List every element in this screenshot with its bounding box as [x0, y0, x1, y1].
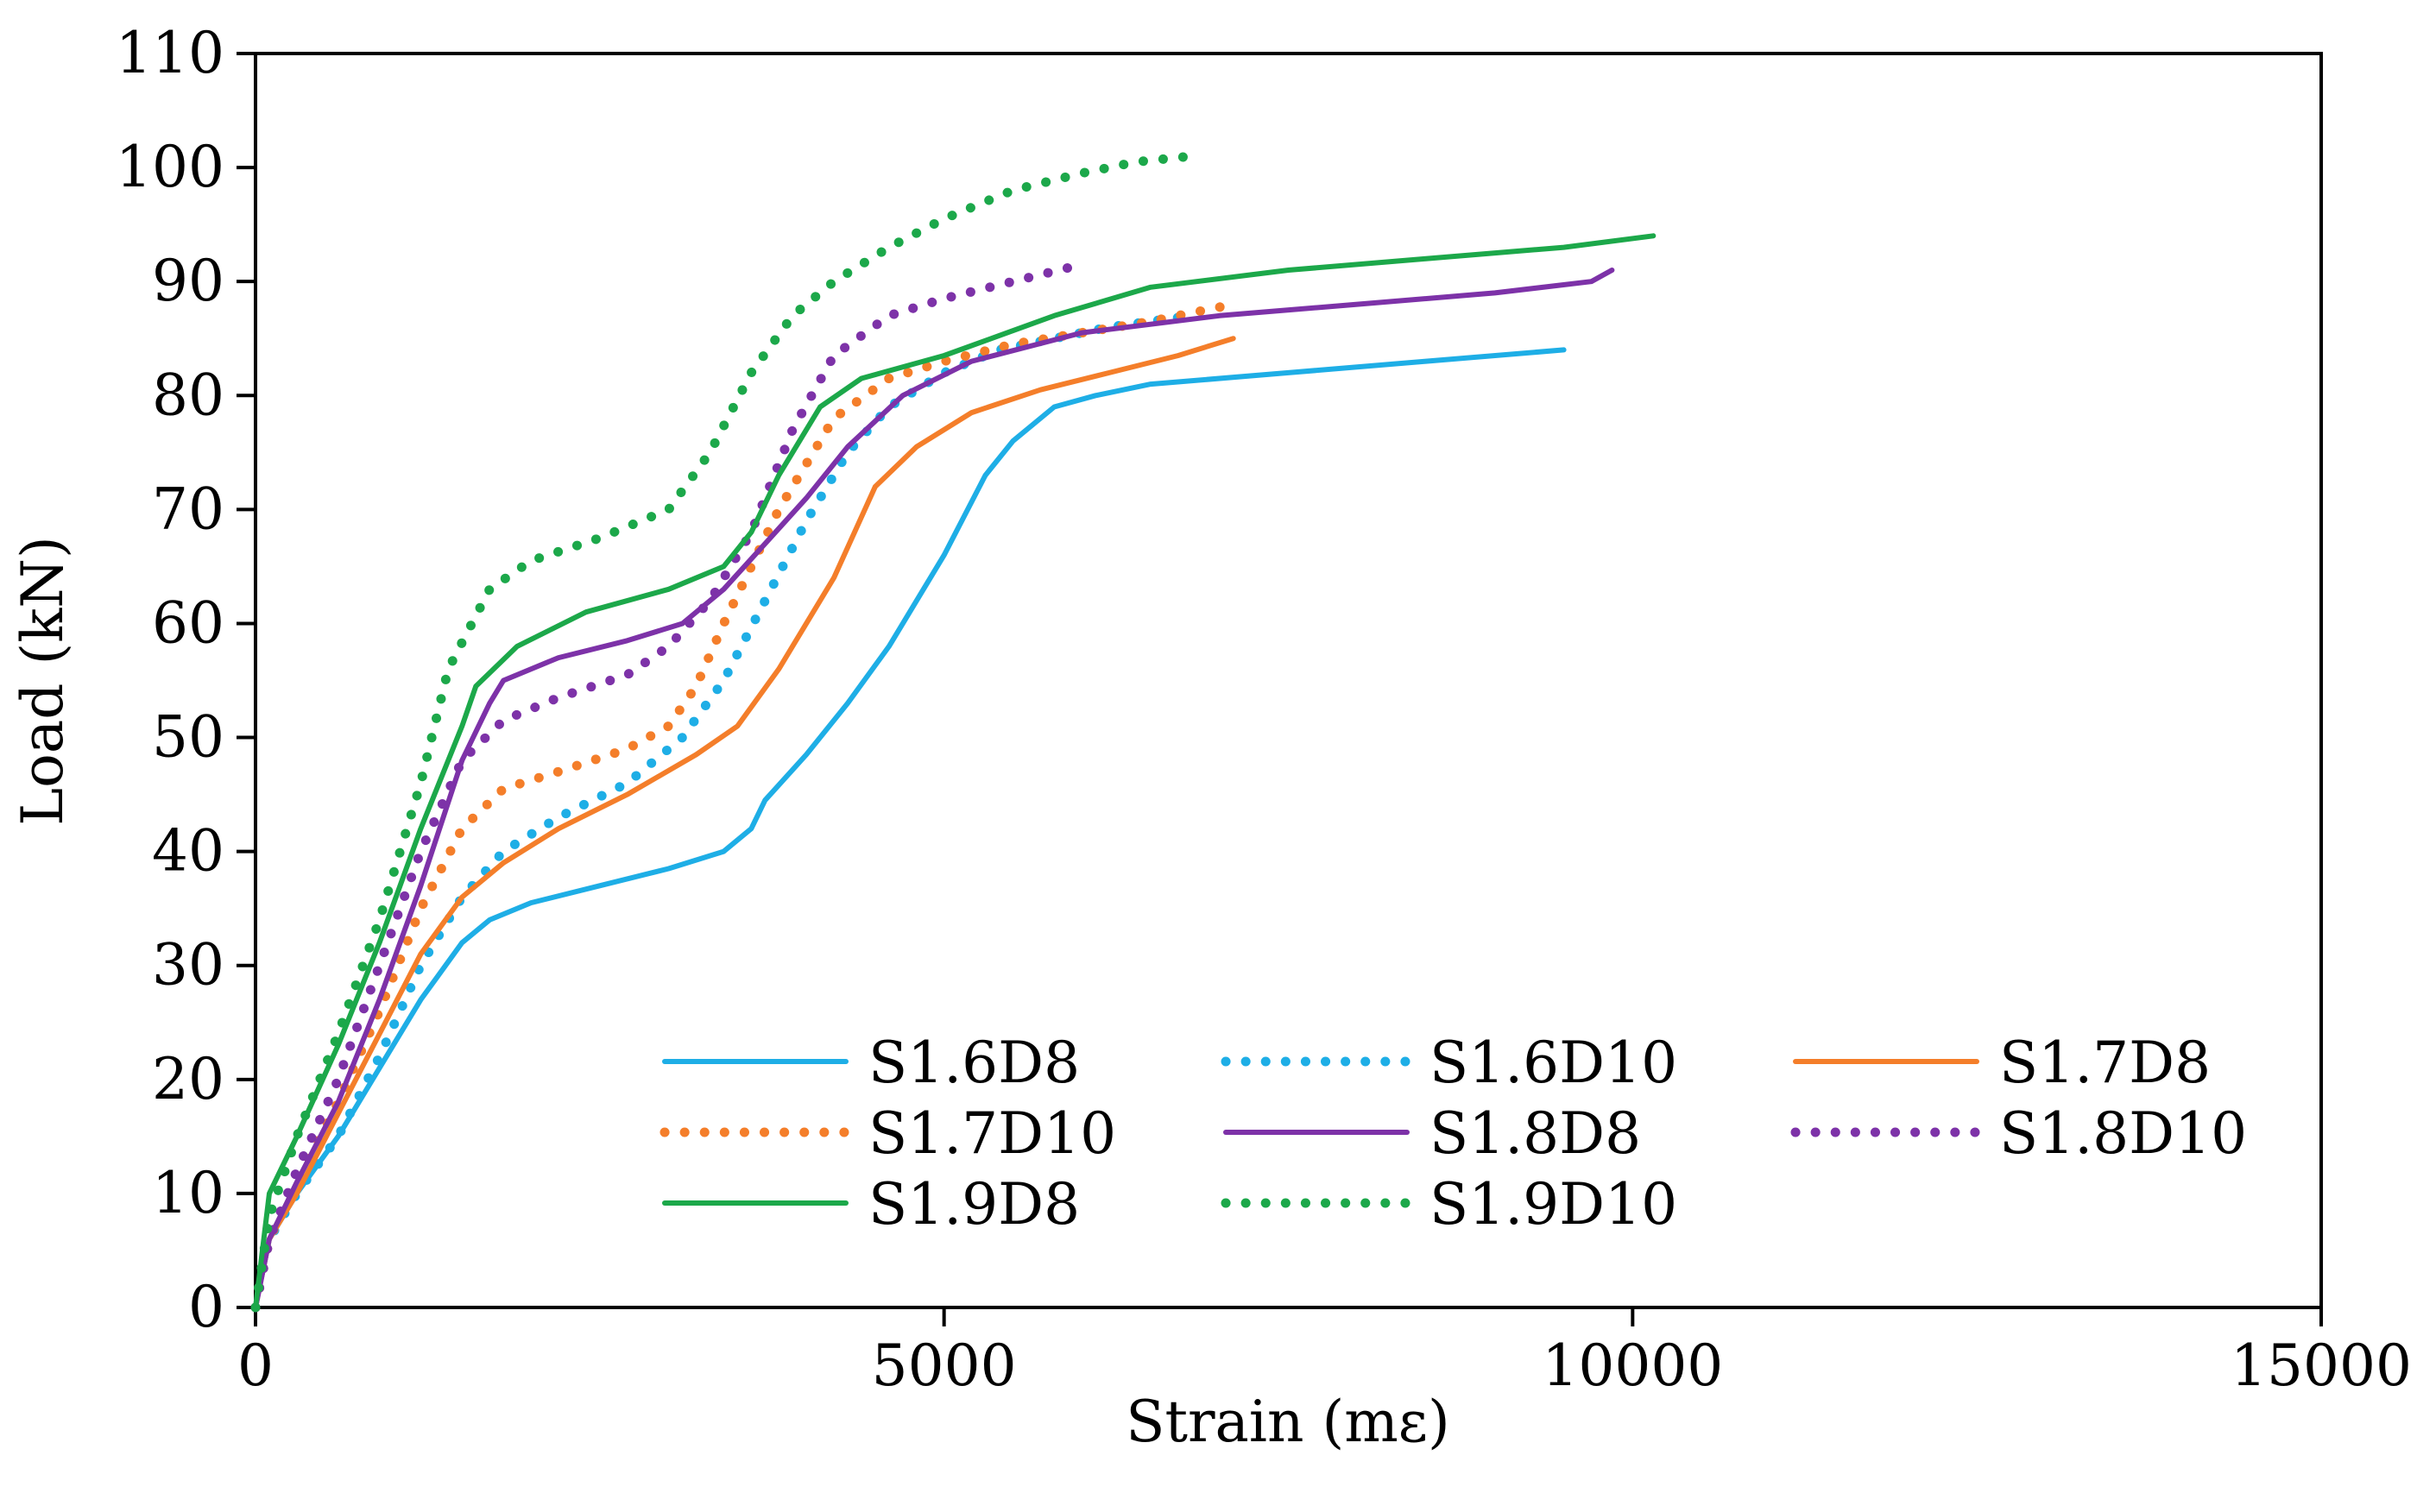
y-tick-label: 100: [116, 134, 224, 200]
legend-label: S1.8D10: [1999, 1100, 2247, 1167]
x-tick-label: 0: [237, 1332, 274, 1399]
y-tick-label: 30: [152, 932, 224, 999]
y-tick-label: 40: [152, 818, 224, 885]
legend-label: S1.8D8: [1429, 1100, 1641, 1167]
x-tick-label: 10000: [1542, 1332, 1723, 1399]
legend-label: S1.9D10: [1429, 1171, 1677, 1238]
y-axis-ticks: 0 10 20 30 40 50 60 70 80 90 100 110: [116, 20, 256, 1340]
y-tick-label: 20: [152, 1046, 224, 1112]
legend-label: S1.7D10: [868, 1100, 1116, 1167]
x-axis-title: Strain (mε): [1126, 1389, 1450, 1455]
series-line-s1-8d10: [250, 259, 1087, 1313]
y-tick-label: 80: [152, 362, 224, 428]
plot-area: [254, 52, 2323, 1309]
legend-label: S1.6D10: [1429, 1030, 1677, 1096]
x-axis-ticks: 0 5000 10000 15000: [237, 1307, 2412, 1399]
series-line-s1-6d8: [253, 347, 1567, 1310]
legend-label: S1.7D8: [1999, 1030, 2211, 1096]
series-layer: [250, 151, 1657, 1313]
legend-label: S1.9D8: [868, 1171, 1080, 1238]
series-line-s1-9d8: [253, 233, 1657, 1310]
legend-label: S1.6D8: [868, 1030, 1080, 1096]
y-axis-title: Load (kN): [9, 536, 76, 825]
x-tick-label: 5000: [872, 1332, 1017, 1399]
legend: S1.6D8 S1.6D10 S1.7D8 S1.7D10 S1.8D8 S1.8D10 S…: [659, 1030, 2247, 1238]
series-line-s1-7d8: [253, 336, 1236, 1310]
y-tick-label: 50: [152, 704, 224, 771]
y-tick-label: 110: [116, 20, 224, 86]
x-tick-label: 15000: [2231, 1332, 2412, 1399]
y-tick-label: 90: [152, 248, 224, 314]
y-tick-label: 0: [188, 1274, 224, 1340]
y-tick-label: 60: [152, 589, 224, 656]
y-tick-label: 10: [152, 1160, 224, 1226]
y-tick-label: 70: [152, 476, 224, 542]
series-line-s1-9d10: [250, 151, 1197, 1313]
